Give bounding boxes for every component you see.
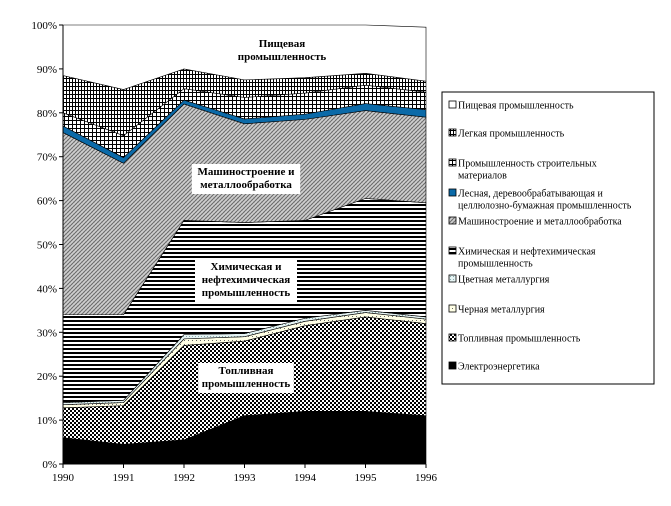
annotation-line: Химическая и	[211, 261, 283, 273]
annotation-line: Пищевая	[259, 38, 306, 50]
legend-item-8: Легкая промышленность	[448, 128, 565, 140]
y-tick-label: 40%	[37, 283, 57, 295]
y-tick-label: 0%	[42, 459, 57, 471]
x-tick-label: 1994	[294, 472, 317, 484]
annotation-line: Машиностроение и	[198, 166, 296, 178]
annotation-bg	[191, 164, 301, 194]
x-tick-label: 1990	[52, 472, 75, 484]
axes: 0% 10% 20% 30% 40% 50% 60% 70% 80% 90% 100% 1990 199…	[31, 20, 437, 484]
annotation-line: промышленность	[238, 51, 327, 63]
legend-label: Электроэнергетика	[458, 362, 540, 373]
area-9	[62, 24, 427, 90]
x-tick-label: 1991	[113, 472, 135, 484]
y-tick-label: 30%	[37, 327, 57, 339]
y-tick-label: 20%	[37, 371, 57, 383]
legend-label: Легкая промышленность	[458, 129, 565, 140]
legend-item-1: Топливная промышленность	[448, 333, 581, 345]
annotation-2: Химическая инефтехимическаяпромышленност…	[195, 259, 297, 302]
annotation-line: промышленность	[202, 378, 291, 390]
legend-label: промышленность	[458, 259, 533, 270]
legend: Пищевая промышленность Легкая промышленно…	[441, 91, 655, 385]
legend-label: Черная металлургия	[458, 305, 545, 316]
y-tick-label: 90%	[37, 64, 57, 76]
legend-label: Промышленность строительных	[458, 159, 597, 170]
legend-label: Цветная металлургия	[458, 275, 550, 286]
legend-label: целлюлозно-бумажная промышленность	[458, 201, 632, 212]
legend-label: Химическая и нефтехимическая	[458, 247, 596, 258]
legend-swatch	[448, 274, 457, 283]
x-tick-label: 1993	[234, 472, 257, 484]
series-areas	[62, 24, 427, 465]
x-tick-label: 1992	[173, 472, 195, 484]
legend-item-5: Машиностроение и металлообработка	[448, 216, 622, 228]
legend-item-6: Лесная, деревообрабатывающая ицеллюлозно…	[448, 188, 632, 212]
legend-item-4: Химическая и нефтехимическаяпромышленнос…	[448, 246, 596, 270]
legend-label: Лесная, деревообрабатывающая и	[458, 189, 603, 200]
annotation-bg	[198, 363, 294, 393]
legend-swatch	[448, 128, 457, 137]
legend-swatch	[448, 333, 457, 342]
legend-swatch	[448, 216, 457, 225]
legend-swatch	[448, 246, 457, 255]
annotation-line: промышленность	[202, 287, 291, 299]
legend-label: Пищевая промышленность	[458, 101, 574, 112]
legend-swatch	[448, 361, 457, 370]
y-tick-label: 100%	[31, 20, 57, 32]
legend-label: Машиностроение и металлообработка	[458, 217, 622, 228]
x-tick-label: 1996	[415, 472, 438, 484]
legend-label: материалов	[458, 171, 507, 182]
legend-item-3: Цветная металлургия	[448, 274, 550, 286]
legend-item-2: Черная металлургия	[448, 304, 545, 316]
annotation-line: Топливная	[219, 365, 274, 377]
legend-box	[441, 91, 655, 385]
legend-label: Топливная промышленность	[458, 334, 581, 345]
legend-item-9: Пищевая промышленность	[448, 100, 574, 112]
legend-item-0: Электроэнергетика	[448, 361, 540, 373]
annotation-line: металлообработка	[200, 179, 292, 191]
legend-swatch	[448, 304, 457, 313]
annotation-line: нефтехимическая	[202, 274, 290, 286]
y-tick-label: 80%	[37, 108, 57, 120]
y-tick-label: 10%	[37, 415, 57, 427]
legend-swatch	[448, 100, 457, 109]
y-tick-label: 70%	[37, 152, 57, 164]
y-tick-label: 60%	[37, 196, 57, 208]
legend-swatch	[448, 188, 457, 197]
x-tick-label: 1995	[355, 472, 378, 484]
annotation-bg	[195, 259, 297, 302]
y-tick-label: 50%	[37, 240, 57, 252]
legend-swatch	[448, 158, 457, 167]
